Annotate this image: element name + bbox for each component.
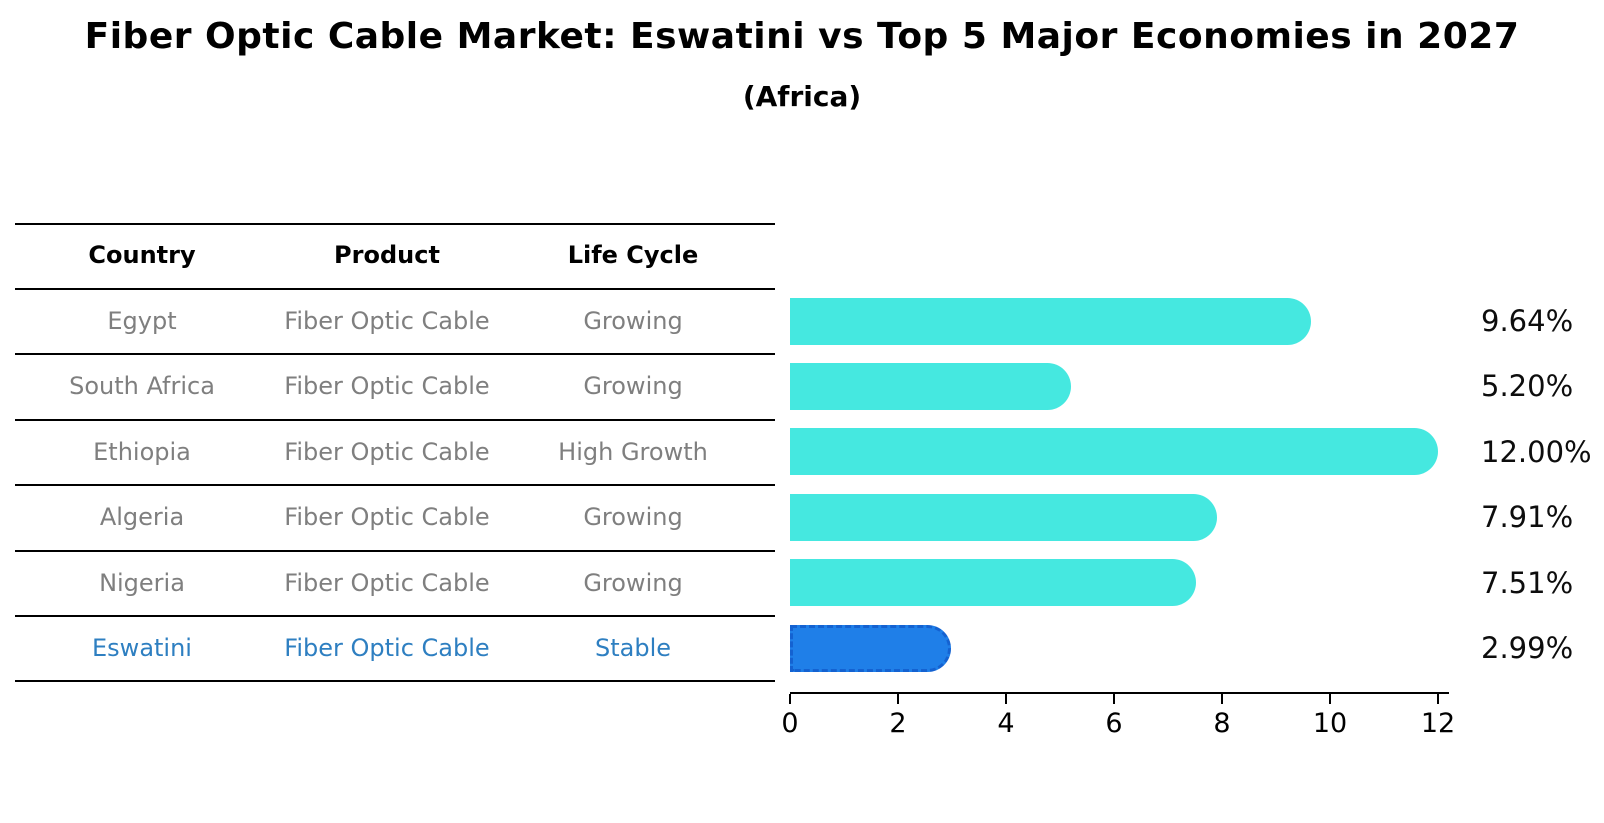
x-axis-tick-label: 10 — [1312, 708, 1348, 739]
bar-ethiopia — [790, 428, 1438, 476]
table-row-algeria: Algeria Fiber Optic Cable Growing — [0, 484, 775, 550]
table-rule — [15, 484, 775, 487]
bar-nigeria — [790, 559, 1196, 607]
bar-south-africa — [790, 362, 1071, 410]
cell-country: Nigeria — [99, 568, 185, 597]
cell-country: Algeria — [99, 503, 185, 532]
cell-life-cycle: High Growth — [558, 437, 708, 466]
cell-life-cycle: Growing — [583, 372, 683, 401]
column-header-product: Product — [334, 241, 440, 269]
cell-life-cycle: Stable — [594, 634, 672, 662]
x-axis-tick-label: 6 — [1105, 708, 1123, 739]
x-axis-tick-label: 12 — [1420, 708, 1456, 739]
cell-product: Fiber Optic Cable — [284, 372, 490, 401]
cell-country: Egypt — [107, 307, 177, 335]
cell-country: Ethiopia — [93, 437, 191, 466]
cell-product: Fiber Optic Cable — [284, 437, 490, 466]
cell-life-cycle: Growing — [583, 307, 683, 335]
x-axis-tick-label: 4 — [997, 708, 1015, 739]
bar-value-label: 5.20% — [1481, 369, 1574, 404]
column-header-life-cycle: Life Cycle — [567, 241, 699, 269]
cell-country: South Africa — [69, 372, 215, 401]
x-axis-line — [790, 692, 1449, 694]
bar-value-label: 7.91% — [1481, 500, 1574, 535]
bar-algeria — [790, 493, 1218, 541]
table-rule — [15, 549, 775, 552]
x-axis-tick-label: 8 — [1213, 708, 1231, 739]
cell-product: Fiber Optic Cable — [284, 503, 490, 532]
table-row-eswatini: Eswatini Fiber Optic Cable Stable — [0, 615, 775, 681]
x-axis-tick — [1113, 694, 1115, 704]
cell-life-cycle: Growing — [583, 503, 683, 532]
cell-product: Fiber Optic Cable — [284, 634, 490, 662]
x-axis-tick — [1005, 694, 1007, 704]
chart-title: Fiber Optic Cable Market: Eswatini vs To… — [84, 16, 1520, 57]
table-rule — [15, 615, 775, 617]
cell-product: Fiber Optic Cable — [284, 568, 490, 597]
x-axis-tick — [1221, 694, 1223, 704]
x-axis-tick-label: 2 — [889, 708, 907, 739]
bar-value-label: 2.99% — [1481, 631, 1574, 665]
x-axis-tick — [789, 694, 791, 704]
x-axis-tick — [897, 694, 899, 704]
table-row-south-africa: South Africa Fiber Optic Cable Growing — [0, 353, 775, 419]
x-axis-tick — [1329, 694, 1331, 704]
bar-value-label: 12.00% — [1481, 434, 1592, 469]
table-row-nigeria: Nigeria Fiber Optic Cable Growing — [0, 550, 775, 616]
column-header-country: Country — [88, 241, 196, 269]
table-row-ethiopia: Ethiopia Fiber Optic Cable High Growth — [0, 419, 775, 485]
chart-subtitle: (Africa) — [742, 80, 862, 113]
bar-egypt — [790, 297, 1311, 345]
bar-value-label: 9.64% — [1481, 304, 1574, 338]
x-axis-tick-label: 0 — [781, 708, 799, 739]
bar-eswatini — [790, 624, 952, 672]
table-row-egypt: Egypt Fiber Optic Cable Growing — [0, 288, 775, 354]
table-rule — [15, 418, 775, 421]
table-header-row: Country Product Life Cycle — [0, 222, 775, 288]
x-axis-tick — [1437, 694, 1439, 704]
table-rule — [15, 222, 775, 225]
table-rule — [15, 288, 775, 290]
table-rule — [15, 353, 775, 356]
cell-life-cycle: Growing — [583, 568, 683, 597]
table-rule — [15, 680, 775, 683]
bar-value-label: 7.51% — [1481, 565, 1574, 600]
cell-country: Eswatini — [92, 634, 192, 662]
cell-product: Fiber Optic Cable — [284, 307, 490, 335]
